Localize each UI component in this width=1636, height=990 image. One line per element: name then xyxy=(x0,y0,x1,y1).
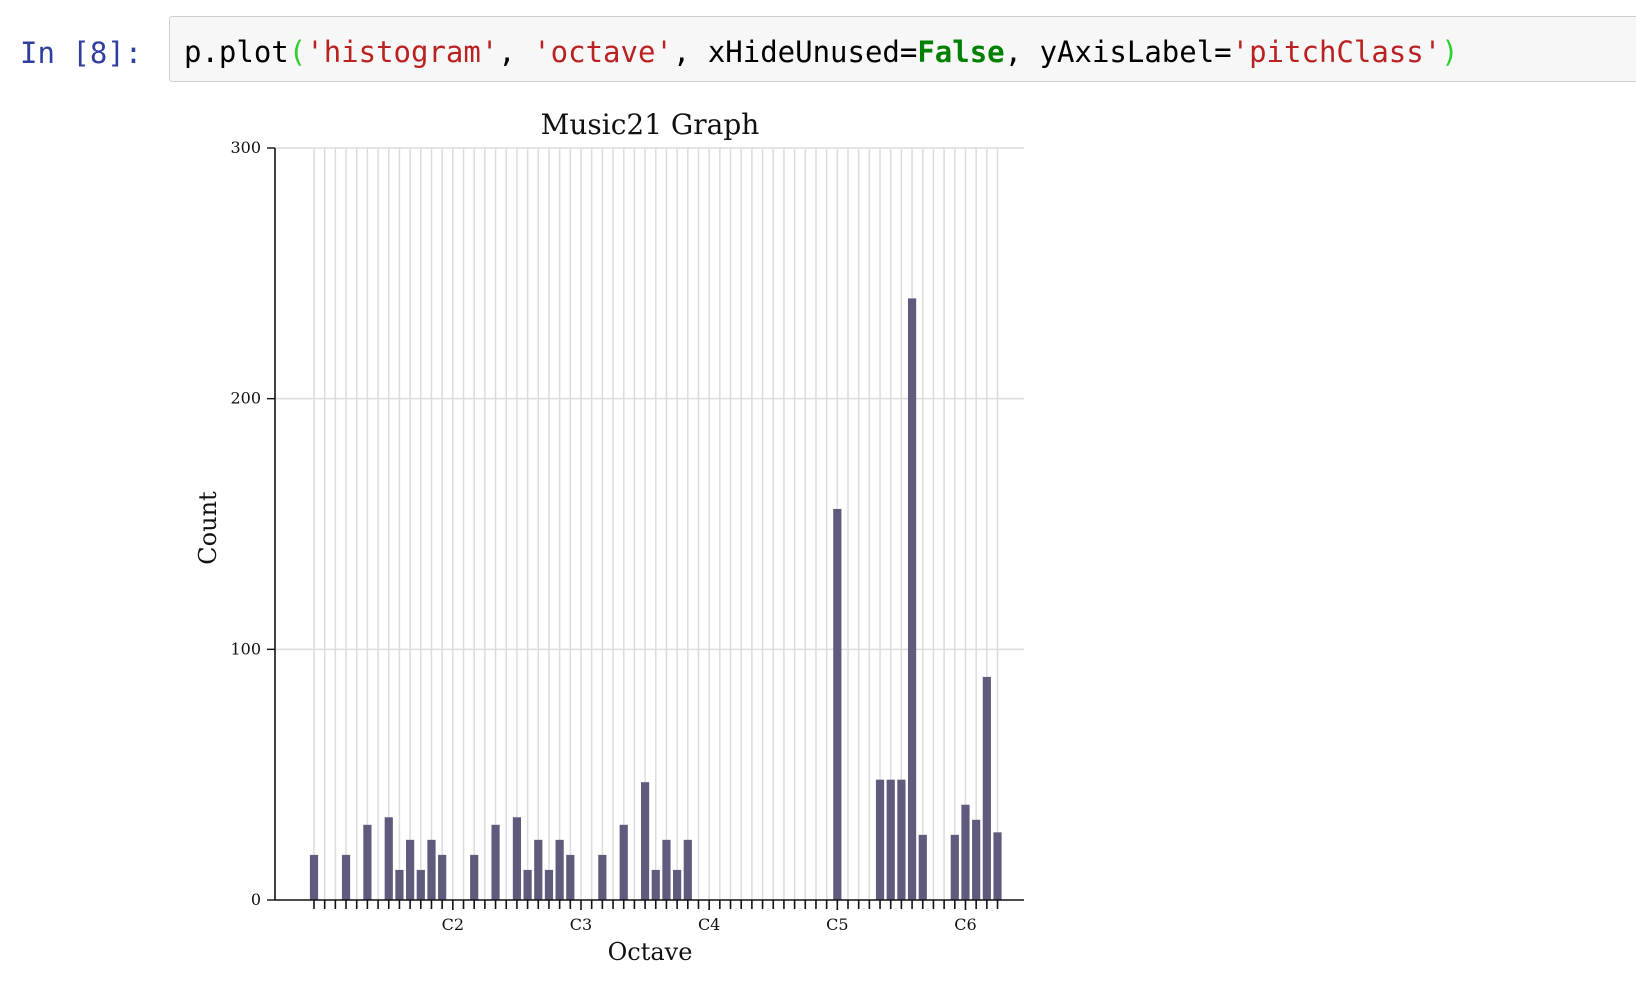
bar xyxy=(491,824,500,900)
bar xyxy=(341,854,351,900)
bar xyxy=(972,819,981,900)
bar xyxy=(907,298,917,900)
bar xyxy=(886,779,895,900)
bar xyxy=(950,834,959,900)
bar xyxy=(619,824,628,900)
code-token: p.plot xyxy=(184,35,289,69)
code-token: False xyxy=(917,35,1005,69)
bar xyxy=(598,854,607,900)
code-token: 'histogram' xyxy=(306,35,499,69)
x-tick-label: C5 xyxy=(826,915,848,934)
bar xyxy=(470,854,479,900)
bar xyxy=(961,804,970,900)
bar xyxy=(982,676,991,900)
bar xyxy=(662,839,671,900)
code-token: 'octave' xyxy=(533,35,673,69)
bar xyxy=(416,869,425,900)
bars xyxy=(309,298,1002,900)
bar xyxy=(993,832,1002,900)
bar xyxy=(555,839,564,900)
bar xyxy=(833,508,842,900)
bar xyxy=(363,824,372,900)
bar xyxy=(309,854,319,900)
x-tick-label: C3 xyxy=(570,915,592,934)
bar xyxy=(651,869,660,900)
y-axis-label: Count xyxy=(194,491,222,565)
code-line[interactable]: p.plot('histogram', 'octave', xHideUnuse… xyxy=(184,35,1459,69)
code-token: , yAxisLabel= xyxy=(1004,35,1232,69)
x-axis-label: Octave xyxy=(608,938,693,966)
bar xyxy=(566,854,575,900)
code-token: ) xyxy=(1441,35,1459,69)
code-token: , xHideUnused= xyxy=(672,35,918,69)
code-token: 'pitchClass' xyxy=(1231,35,1442,69)
bar xyxy=(523,869,532,900)
code-token: ( xyxy=(288,35,307,69)
bar xyxy=(406,839,415,900)
y-tick-label: 300 xyxy=(230,138,261,157)
bar xyxy=(512,817,522,900)
bar xyxy=(534,839,543,900)
x-tick-label: C4 xyxy=(698,915,720,934)
x-tick-label: C6 xyxy=(954,915,976,934)
x-tick-label: C2 xyxy=(442,915,464,934)
bar xyxy=(395,869,404,900)
code-token: , xyxy=(498,35,534,69)
y-tick-label: 0 xyxy=(251,890,261,909)
bar xyxy=(438,854,447,900)
bar xyxy=(384,817,393,900)
bar xyxy=(875,779,885,900)
chart-title: Music21 Graph xyxy=(541,108,760,141)
bar xyxy=(897,779,906,900)
code-cell[interactable]: p.plot('histogram', 'octave', xHideUnuse… xyxy=(169,16,1636,82)
bar xyxy=(544,869,554,900)
cell-prompt: In [8]: xyxy=(20,36,143,70)
bar xyxy=(683,839,692,900)
bar xyxy=(640,782,650,900)
y-tick-label: 200 xyxy=(230,389,261,408)
bar xyxy=(673,869,682,900)
bar xyxy=(918,834,927,900)
bar xyxy=(427,839,436,900)
y-tick-label: 100 xyxy=(230,639,261,658)
axes: 0 100 200 300 C2 C3 C4 C5 C6 xyxy=(230,138,1024,934)
